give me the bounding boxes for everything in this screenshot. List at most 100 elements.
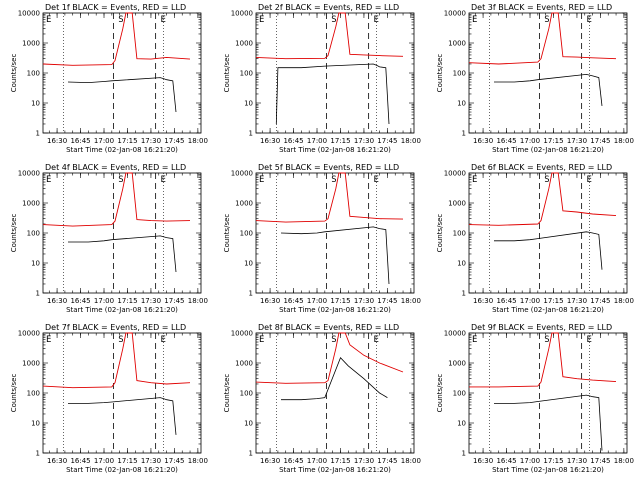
x-tick-label: 17:30 (354, 457, 374, 465)
events-series-line (281, 356, 388, 401)
event-marker-label: E (586, 15, 591, 25)
events-series-line (494, 394, 603, 451)
y-tick-label: 10 (457, 420, 466, 428)
y-tick-label: 10000 (18, 330, 40, 338)
x-axis-label: Start Time (02-Jan-08 16:21:20) (492, 146, 604, 154)
x-axis-label: Start Time (02-Jan-08 16:21:20) (492, 466, 604, 474)
x-tick-label: 17:30 (141, 297, 161, 305)
x-tick-label: 17:45 (164, 297, 184, 305)
y-tick-label: 10000 (444, 330, 466, 338)
event-marker-label: E (472, 15, 477, 25)
x-tick-label: 16:45 (283, 137, 303, 145)
lld-series-line (255, 332, 404, 384)
event-marker-label: S (331, 335, 336, 345)
y-tick-label: 1 (462, 450, 466, 458)
y-tick-label: 10000 (444, 170, 466, 178)
y-tick-label: 1000 (448, 200, 466, 208)
x-tick-label: 17:00 (520, 297, 540, 305)
x-tick-label: 16:45 (283, 457, 303, 465)
lld-series-line (469, 332, 617, 388)
lld-series-line (468, 172, 617, 226)
y-tick-label: 10 (31, 100, 40, 108)
event-marker-label: E (259, 15, 264, 25)
x-tick-label: 17:30 (354, 297, 374, 305)
x-axis-label: Start Time (02-Jan-08 16:21:20) (279, 466, 391, 474)
x-tick-label: 16:30 (47, 137, 67, 145)
event-marker-label: E (472, 335, 477, 345)
y-tick-label: 1000 (235, 200, 253, 208)
event-marker-label: S (544, 335, 549, 345)
y-tick-label: 10 (457, 260, 466, 268)
x-axis-label: Start Time (02-Jan-08 16:21:20) (279, 146, 391, 154)
event-marker-label: S (331, 175, 336, 185)
detector-panel-3: Det 3f BLACK = Events, RED = LLD 1 10 100 10… (436, 3, 634, 154)
x-tick-label: 17:00 (307, 297, 327, 305)
event-marker-label: E (586, 335, 591, 345)
x-tick-label: 17:45 (377, 137, 397, 145)
y-tick-label: 1 (462, 130, 466, 138)
panel-title: Det 5f BLACK = Events, RED = LLD (258, 163, 399, 172)
y-tick-label: 1 (36, 130, 40, 138)
event-marker-label: E (472, 175, 477, 185)
x-tick-label: 16:45 (70, 457, 90, 465)
y-axis-label: Counts/sec (10, 374, 18, 413)
y-tick-label: 10000 (18, 170, 40, 178)
x-tick-label: 17:45 (590, 137, 610, 145)
x-tick-label: 16:45 (70, 297, 90, 305)
y-axis-label: Counts/sec (223, 374, 231, 413)
y-tick-label: 10000 (231, 330, 253, 338)
x-tick-label: 17:30 (354, 137, 374, 145)
panel-title: Det 9f BLACK = Events, RED = LLD (471, 323, 612, 332)
event-marker-label: E (373, 335, 378, 345)
lld-series-line (468, 12, 617, 65)
event-marker-label: S (118, 335, 123, 345)
y-tick-label: 10000 (18, 10, 40, 18)
x-tick-label: 16:30 (260, 137, 280, 145)
y-tick-label: 10000 (444, 10, 466, 18)
y-tick-label: 1000 (235, 40, 253, 48)
y-tick-label: 100 (453, 390, 466, 398)
y-tick-label: 10 (31, 420, 40, 428)
events-series-line (494, 231, 603, 270)
panel-title: Det 2f BLACK = Events, RED = LLD (258, 3, 399, 12)
x-tick-label: 16:30 (473, 297, 493, 305)
x-tick-label: 17:30 (567, 137, 587, 145)
events-series-line (67, 77, 177, 113)
event-marker-label: E (160, 335, 165, 345)
x-tick-label: 17:15 (117, 457, 137, 465)
x-tick-label: 17:45 (164, 137, 184, 145)
y-axis-label: Counts/sec (436, 214, 444, 253)
y-tick-label: 1 (462, 290, 466, 298)
x-tick-label: 18:00 (614, 137, 634, 145)
x-tick-label: 17:15 (543, 297, 563, 305)
lld-series-line (42, 12, 191, 66)
y-tick-label: 10 (31, 260, 40, 268)
panel-title: Det 6f BLACK = Events, RED = LLD (471, 163, 612, 172)
x-tick-label: 17:15 (330, 137, 350, 145)
panel-title: Det 8f BLACK = Events, RED = LLD (258, 323, 399, 332)
event-marker-label: E (586, 175, 591, 185)
y-axis-label: Counts/sec (10, 214, 18, 253)
x-axis-label: Start Time (02-Jan-08 16:21:20) (66, 146, 178, 154)
detector-panel-2: Det 2f BLACK = Events, RED = LLD 1 10 100 10… (223, 3, 421, 154)
x-axis-label: Start Time (02-Jan-08 16:21:20) (492, 306, 604, 314)
x-tick-label: 17:30 (567, 297, 587, 305)
detector-panel-4: Det 4f BLACK = Events, RED = LLD 1 10 100 10… (10, 163, 208, 314)
x-tick-label: 16:45 (283, 297, 303, 305)
y-tick-label: 1 (249, 130, 253, 138)
x-tick-label: 16:30 (47, 297, 67, 305)
y-tick-label: 100 (240, 230, 253, 238)
detector-panel-8: Det 8f BLACK = Events, RED = LLD 1 10 100 10… (223, 323, 421, 474)
x-tick-label: 16:30 (473, 457, 493, 465)
x-tick-label: 18:00 (614, 297, 634, 305)
detector-panel-1: Det 1f BLACK = Events, RED = LLD 1 10 100 10… (10, 3, 208, 154)
y-axis-label: Counts/sec (436, 374, 444, 413)
events-series-line (280, 226, 390, 285)
lld-series-line (42, 332, 191, 389)
x-tick-label: 17:15 (330, 457, 350, 465)
x-tick-label: 17:00 (307, 137, 327, 145)
y-tick-label: 100 (27, 390, 40, 398)
y-tick-label: 100 (453, 230, 466, 238)
detector-panel-6: Det 6f BLACK = Events, RED = LLD 1 10 100 10… (436, 163, 634, 314)
event-marker-label: E (46, 175, 51, 185)
